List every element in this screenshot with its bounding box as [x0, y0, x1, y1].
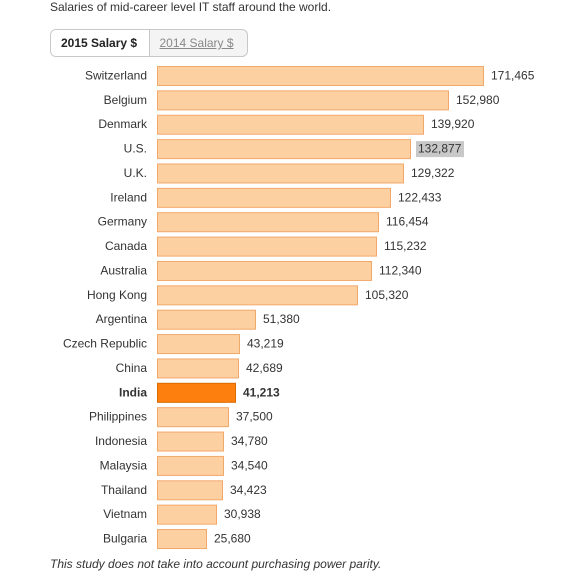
value-label-hong-kong: 105,320	[365, 288, 409, 302]
category-label-argentina: Argentina	[96, 312, 148, 326]
category-label-india: India	[119, 385, 147, 399]
year-tabs: 2015 Salary $ 2014 Salary $	[50, 29, 248, 57]
bar-thailand[interactable]	[157, 480, 223, 501]
bar-germany[interactable]	[157, 212, 379, 233]
category-label-switzerland: Switzerland	[85, 69, 147, 83]
chart-subtitle: Salaries of mid-career level IT staff ar…	[50, 0, 332, 14]
bar-vietnam[interactable]	[157, 504, 217, 525]
value-label-switzerland: 171,465	[491, 69, 535, 83]
value-label-highlight	[416, 141, 464, 158]
bar-belgium[interactable]	[157, 90, 449, 111]
category-label-malaysia: Malaysia	[100, 458, 148, 472]
bar-china[interactable]	[157, 358, 239, 379]
bar-u-k[interactable]	[157, 163, 404, 184]
category-label-indonesia: Indonesia	[95, 434, 147, 448]
value-label-czech-republic: 43,219	[247, 337, 284, 351]
bar-denmark[interactable]	[157, 114, 424, 135]
category-label-philippines: Philippines	[89, 410, 147, 424]
value-label-indonesia: 34,780	[231, 434, 268, 448]
category-label-hong-kong: Hong Kong	[87, 288, 147, 302]
category-label-belgium: Belgium	[104, 93, 147, 107]
tab-2014-salary[interactable]: 2014 Salary $	[159, 36, 234, 50]
category-label-thailand: Thailand	[101, 483, 147, 497]
value-label-philippines: 37,500	[236, 410, 273, 424]
bar-hong-kong[interactable]	[157, 285, 358, 306]
value-label-china: 42,689	[246, 361, 283, 375]
bar-switzerland[interactable]	[157, 66, 484, 86]
bar-argentina[interactable]	[157, 309, 256, 330]
bar-bulgaria[interactable]	[157, 529, 207, 550]
value-label-belgium: 152,980	[456, 93, 500, 107]
category-label-canada: Canada	[105, 239, 147, 253]
value-label-bulgaria: 25,680	[214, 532, 251, 546]
value-label-india: 41,213	[243, 385, 280, 399]
bar-ireland[interactable]	[157, 187, 391, 208]
category-label-germany: Germany	[98, 215, 147, 229]
value-label-canada: 115,232	[384, 239, 427, 253]
category-label-u-k: U.K.	[124, 166, 147, 180]
value-label-thailand: 34,423	[230, 483, 267, 497]
value-label-u-k: 129,322	[411, 166, 455, 180]
value-label-argentina: 51,380	[263, 312, 300, 326]
value-label-ireland: 122,433	[398, 190, 442, 204]
category-label-denmark: Denmark	[98, 117, 148, 131]
bar-india[interactable]	[157, 382, 236, 403]
category-label-bulgaria: Bulgaria	[103, 532, 147, 546]
category-label-ireland: Ireland	[110, 190, 147, 204]
value-label-malaysia: 34,540	[231, 458, 268, 472]
bar-u-s[interactable]	[157, 139, 411, 160]
value-label-germany: 116,454	[386, 215, 429, 229]
value-label-australia: 112,340	[379, 263, 422, 277]
bar-australia[interactable]	[157, 260, 372, 281]
category-label-australia: Australia	[100, 263, 147, 277]
category-label-czech-republic: Czech Republic	[63, 337, 147, 351]
category-label-vietnam: Vietnam	[103, 507, 147, 521]
bar-philippines[interactable]	[157, 407, 229, 428]
category-label-u-s: U.S.	[124, 142, 147, 156]
category-label-china: China	[116, 361, 148, 375]
bar-indonesia[interactable]	[157, 431, 224, 452]
value-label-denmark: 139,920	[431, 117, 475, 131]
tab-2015-salary[interactable]: 2015 Salary $	[51, 30, 150, 56]
value-label-vietnam: 30,938	[224, 507, 261, 521]
bar-czech-republic[interactable]	[157, 334, 240, 355]
value-label-u-s: 132,877	[418, 142, 462, 156]
bar-canada[interactable]	[157, 236, 377, 257]
bar-malaysia[interactable]	[157, 455, 224, 476]
footnote: This study does not take into account pu…	[50, 557, 382, 571]
